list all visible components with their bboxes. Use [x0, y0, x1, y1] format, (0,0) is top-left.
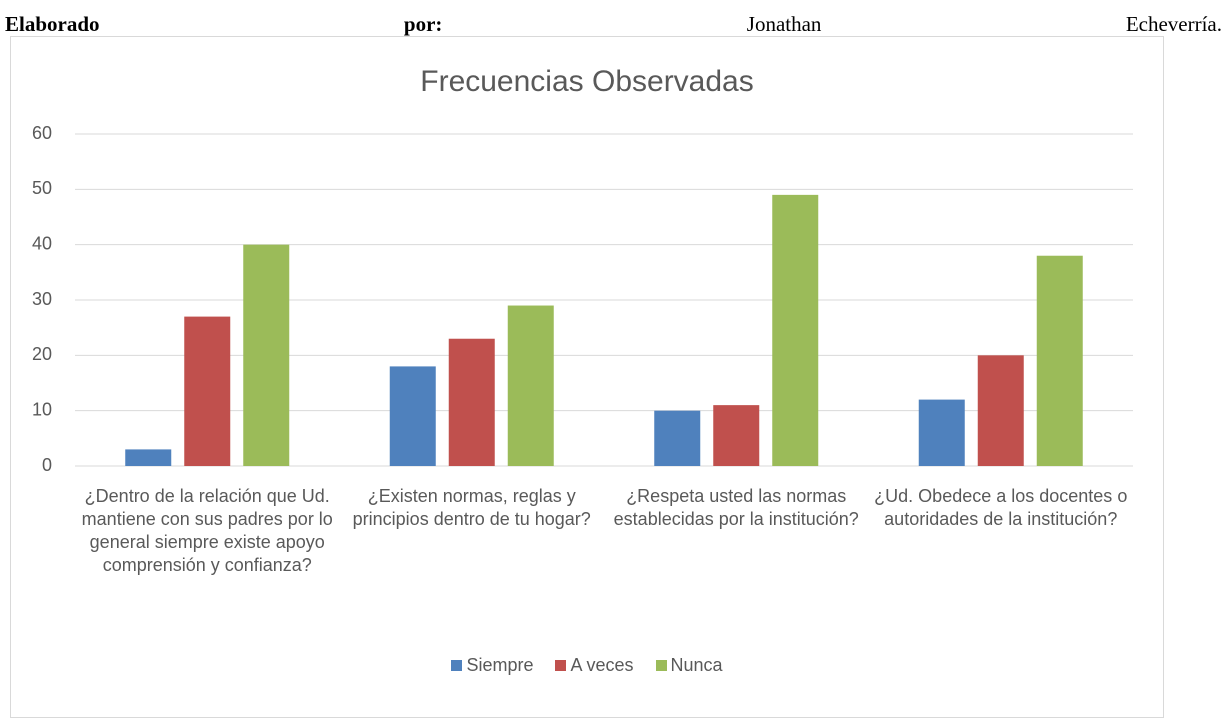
legend: Siempre A veces Nunca	[0, 655, 1174, 676]
bar	[448, 338, 495, 466]
header-word: por:	[403, 12, 443, 36]
bar	[977, 355, 1024, 466]
legend-item: Siempre	[451, 655, 533, 676]
bar	[1036, 255, 1083, 466]
bar	[654, 410, 701, 466]
header: Elaborado por: Jonathan Echeverría.	[5, 12, 1222, 37]
legend-label: A veces	[570, 655, 634, 675]
legend-swatch	[451, 660, 463, 671]
bar	[125, 449, 172, 466]
bar	[507, 305, 554, 466]
y-tick-label: 40	[32, 233, 52, 253]
legend-item: Nunca	[655, 655, 723, 676]
legend-item: A veces	[555, 655, 634, 676]
y-tick-label: 10	[32, 399, 52, 419]
header-word: Jonathan	[746, 12, 822, 36]
y-tick-label: 30	[32, 289, 52, 309]
y-tick-label: 50	[32, 178, 52, 198]
y-tick-label: 0	[42, 455, 52, 475]
bar	[243, 244, 290, 466]
x-tick-label: ¿Respeta usted las normas establecidas p…	[613, 486, 859, 529]
legend-swatch	[655, 660, 667, 671]
legend-label: Siempre	[466, 655, 534, 675]
y-tick-label: 20	[32, 344, 52, 364]
legend-swatch	[555, 660, 567, 671]
chart-title: Frecuencias Observadas	[420, 65, 754, 98]
x-tick-label: ¿Ud. Obedece a los docentes o autoridade…	[874, 486, 1128, 529]
header-word: Echeverría.	[1125, 12, 1222, 36]
bar	[184, 316, 231, 466]
y-tick-label: 60	[32, 123, 52, 143]
page: Elaborado por: Jonathan Echeverría. Frec…	[0, 12, 1222, 718]
legend-label: Nunca	[670, 655, 723, 675]
bar	[389, 366, 436, 466]
x-tick-label: ¿Dentro de la relación que Ud. mantiene …	[81, 486, 333, 575]
bar	[713, 405, 760, 466]
bar	[918, 399, 965, 466]
x-tick-label: ¿Existen normas, reglas y principios den…	[352, 486, 591, 529]
chart: Frecuencias Observadas 0 10 20 30 40 50 60	[32, 65, 1133, 475]
header-word: Elaborado	[5, 12, 100, 36]
bar	[772, 194, 819, 466]
